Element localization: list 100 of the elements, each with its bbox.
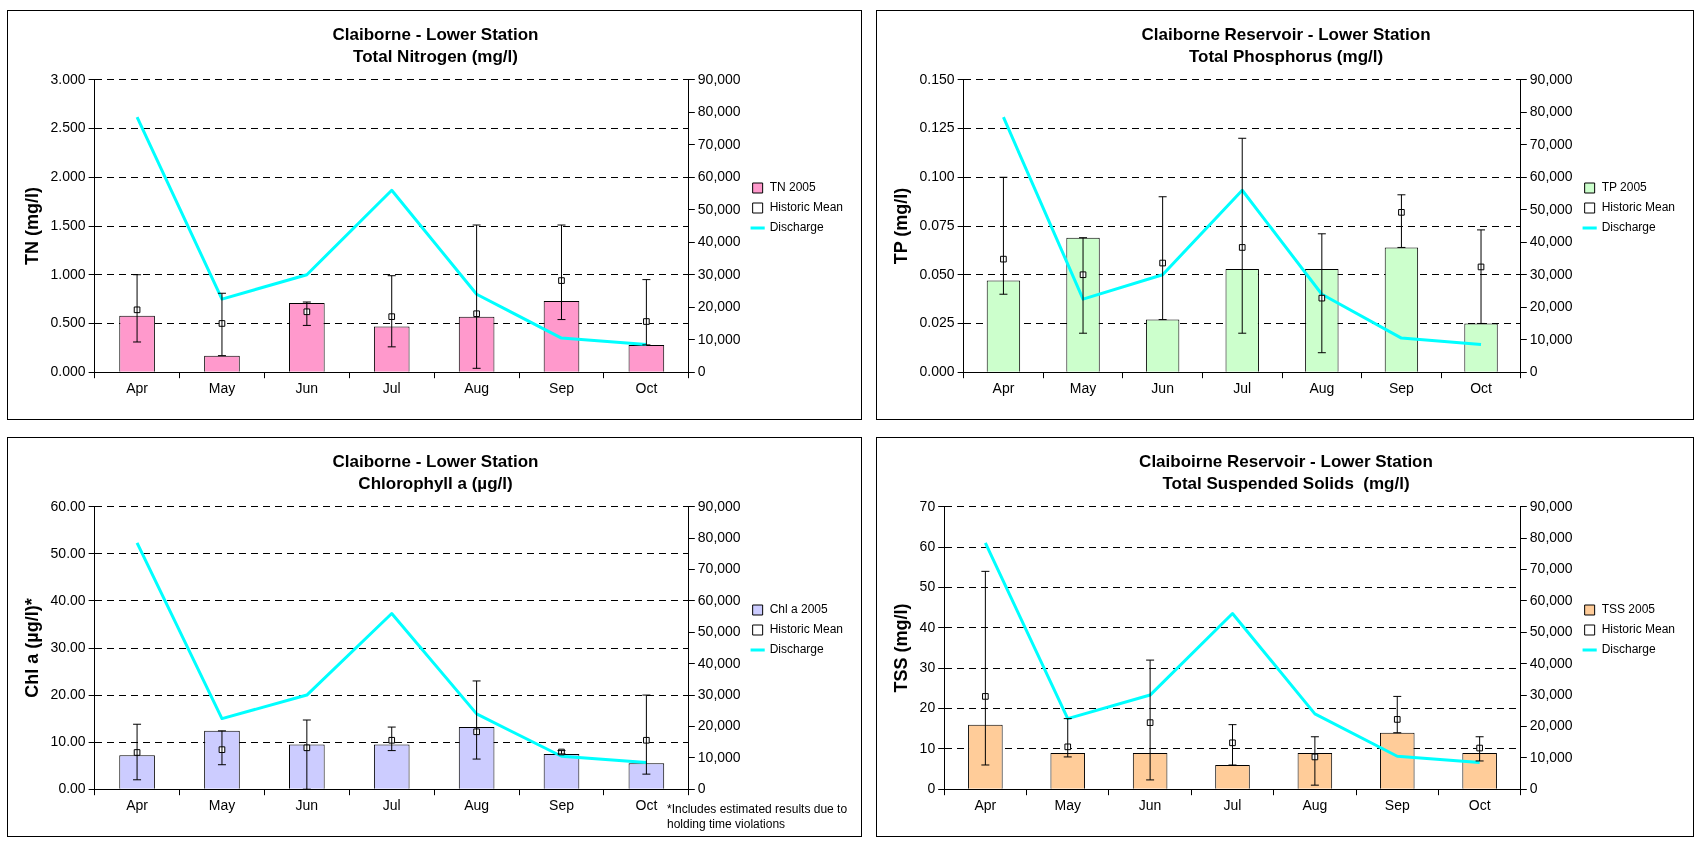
x-tick-label: Aug (1302, 797, 1328, 814)
x-tick-label: Sep (549, 380, 575, 397)
y2-tick-label: 30,000 (1529, 265, 1573, 282)
y2-tick-label: 40,000 (1529, 233, 1573, 250)
legend-label: Discharge (769, 642, 824, 657)
y2-tick-label: 60,000 (1529, 591, 1573, 608)
y2-tick-label: 70,000 (1529, 135, 1573, 152)
legend-label: TSS 2005 (1601, 602, 1656, 617)
x-tick-label: Oct (635, 380, 658, 397)
legend-label: Historic Mean (1601, 622, 1676, 637)
y2-tick-label: 20,000 (697, 298, 741, 315)
x-tick-label: Jul (1223, 797, 1242, 814)
x-tick-label: Jul (1233, 380, 1252, 397)
y-tick-label: 0.150 (919, 70, 955, 87)
y2-tick-label: 10,000 (1529, 330, 1573, 347)
y-tick-label: 0.00 (58, 780, 86, 797)
y-tick-label: 40 (919, 618, 936, 635)
legend-label: Discharge (769, 220, 824, 235)
y2-tick-label: 80,000 (697, 103, 741, 120)
y2-tick-label: 90,000 (1529, 70, 1573, 87)
y2-tick-label: 90,000 (1529, 497, 1573, 514)
y-tick-label: 0.000 (50, 363, 86, 380)
x-tick-label: Jun (1151, 380, 1174, 397)
chart-title: Claiboirne Reservoir - Lower Station (1139, 451, 1433, 471)
y-tick-label: 30 (919, 659, 936, 676)
x-tick-label: Apr (126, 380, 149, 397)
chart-subtitle: Chlorophyll a (µg/l) (358, 474, 513, 494)
chart-title: Claiborne - Lower Station (332, 451, 539, 471)
legend-label: Chl a 2005 (769, 602, 829, 617)
x-tick-label: Oct (1470, 380, 1493, 397)
y2-tick-label: 0 (697, 780, 706, 797)
x-tick-label: Sep (1388, 380, 1415, 397)
y-tick-label: 20 (919, 699, 936, 716)
y2-tick-label: 0 (1529, 780, 1538, 797)
x-tick-label: Jul (382, 797, 401, 814)
x-tick-label: Aug (1309, 380, 1335, 397)
x-tick-label: Oct (1468, 797, 1491, 814)
y2-tick-label: 50,000 (697, 623, 741, 640)
y2-tick-label: 80,000 (1529, 529, 1573, 546)
y-tick-label: 0.500 (50, 314, 86, 331)
y-axis-title: TP (mg/l) (890, 187, 911, 265)
y2-tick-label: 30,000 (1529, 685, 1573, 702)
y-axis-title: TN (mg/l) (21, 187, 42, 265)
legend-label: TN 2005 (769, 180, 816, 195)
y2-tick-label: 10,000 (697, 330, 741, 347)
y2-tick-label: 50,000 (1529, 623, 1573, 640)
y2-tick-label: 40,000 (697, 233, 741, 250)
y2-tick-label: 80,000 (1529, 103, 1573, 120)
x-tick-label: May (208, 380, 236, 397)
chart-title: Claiborne Reservoir - Lower Station (1141, 24, 1431, 44)
legend-label: Historic Mean (1601, 200, 1676, 215)
y-tick-label: 1.500 (50, 216, 86, 233)
x-tick-label: Jun (1138, 797, 1162, 814)
y2-tick-label: 90,000 (697, 497, 741, 514)
chart-subtitle: Total Suspended Solids (mg/l) (1162, 474, 1410, 494)
y-tick-label: 70 (919, 497, 936, 514)
y-tick-label: 0.000 (919, 363, 955, 380)
y2-tick-label: 30,000 (697, 685, 741, 702)
chart-title: Claiborne - Lower Station (332, 24, 539, 44)
y2-tick-label: 70,000 (1529, 560, 1573, 577)
y2-tick-label: 60,000 (697, 168, 741, 185)
x-tick-label: May (1054, 797, 1081, 814)
y2-tick-label: 40,000 (697, 654, 741, 671)
x-tick-label: Jun (295, 380, 319, 397)
x-tick-label: Apr (126, 797, 149, 814)
y2-tick-label: 20,000 (697, 717, 741, 734)
y2-tick-label: 50,000 (697, 200, 741, 217)
y2-tick-label: 50,000 (1529, 200, 1573, 217)
legend-label: Discharge (1601, 220, 1656, 235)
y2-tick-label: 60,000 (1529, 168, 1573, 185)
x-tick-label: Aug (464, 380, 490, 397)
y-tick-label: 0.075 (919, 216, 955, 233)
y-tick-label: 50.00 (50, 544, 86, 561)
y2-tick-label: 0 (697, 363, 706, 380)
x-tick-label: May (1069, 380, 1097, 397)
y2-tick-label: 70,000 (697, 560, 741, 577)
y-tick-label: 10 (919, 739, 936, 756)
legend-label: Discharge (1601, 642, 1656, 657)
x-tick-label: Apr (974, 797, 997, 814)
y2-tick-label: 10,000 (697, 748, 741, 765)
x-tick-label: Apr (992, 380, 1015, 397)
x-tick-label: Oct (635, 797, 658, 814)
y2-tick-label: 80,000 (697, 529, 741, 546)
y-tick-label: 0.050 (919, 265, 955, 282)
y2-tick-label: 10,000 (1529, 748, 1573, 765)
legend-label: Historic Mean (769, 200, 844, 215)
legend-label: TP 2005 (1601, 180, 1648, 195)
y-tick-label: 10.00 (50, 732, 86, 749)
y2-tick-label: 30,000 (697, 265, 741, 282)
x-tick-label: May (208, 797, 236, 814)
y2-tick-label: 20,000 (1529, 298, 1573, 315)
y-axis-title: TSS (mg/l) (890, 603, 911, 693)
y-tick-label: 0.100 (919, 168, 955, 185)
y-tick-label: 2.000 (50, 168, 86, 185)
legend-label: Historic Mean (769, 622, 844, 637)
y2-tick-label: 0 (1529, 363, 1538, 380)
x-tick-label: Jul (382, 380, 401, 397)
y2-tick-label: 90,000 (697, 70, 741, 87)
y-tick-label: 3.000 (50, 70, 86, 87)
y-tick-label: 0.125 (919, 119, 955, 136)
